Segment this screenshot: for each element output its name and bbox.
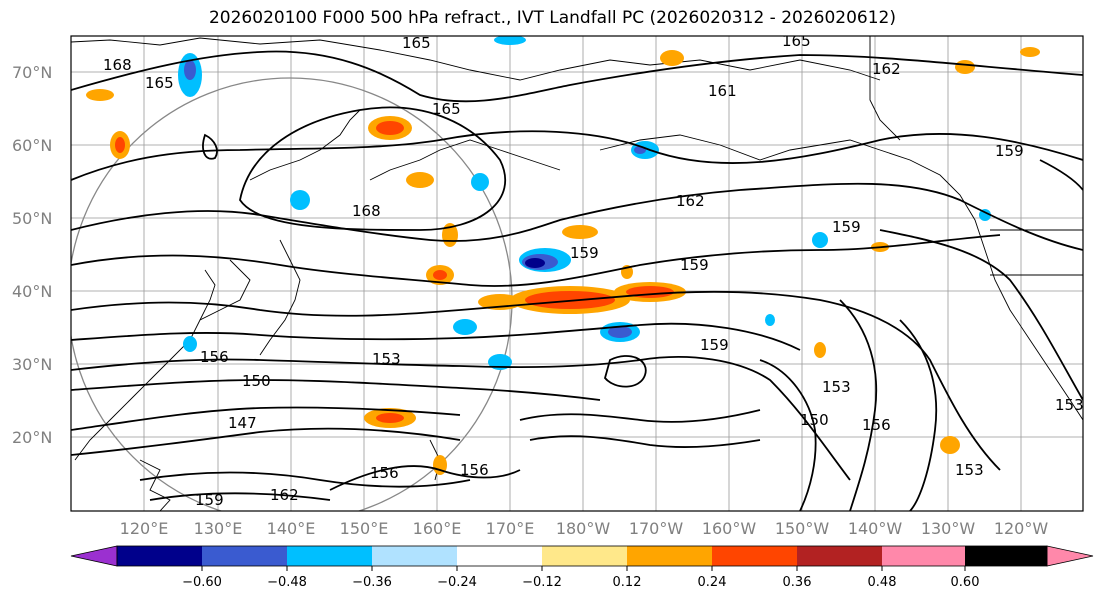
contour-labels: 168 165 165 165 162 161 159 168 165 162 …	[103, 32, 1084, 509]
colorbar-segment	[965, 546, 1047, 566]
colorbar-ticks: −0.60 −0.48 −0.36 −0.24 −0.12 0.12 0.24 …	[182, 566, 979, 590]
colorbar-tick-label: −0.24	[437, 575, 477, 590]
colorbar-segment	[797, 546, 882, 566]
lat-label: 40°N	[12, 282, 52, 301]
contour-label: 161	[708, 82, 737, 100]
lat-label: 30°N	[12, 355, 52, 374]
contour-label: 150	[800, 411, 829, 429]
lat-label: 50°N	[12, 209, 52, 228]
map-frame	[70, 35, 1084, 512]
contour-label: 159	[680, 256, 709, 274]
colorbar-segment	[882, 546, 965, 566]
colorbar-tick-label: 0.48	[868, 575, 897, 590]
lon-label: 170°W	[629, 519, 684, 538]
contour-label: 165	[402, 34, 431, 52]
lat-label: 70°N	[12, 63, 52, 82]
colorbar-outline	[116, 545, 1048, 567]
colorbar-tick-label: 0.12	[613, 575, 642, 590]
longitude-labels: 120°E 130°E 140°E 150°E 160°E 170°E 180°…	[120, 519, 1049, 538]
latitude-labels: 70°N 60°N 50°N 40°N 30°N 20°N	[12, 63, 52, 447]
lon-label: 140°E	[267, 519, 316, 538]
colorbar-segment	[542, 546, 627, 566]
lon-label: 170°E	[486, 519, 535, 538]
contour-label: 168	[352, 202, 381, 220]
contour-label: 159	[195, 491, 224, 509]
colorbar-tick-label: 0.36	[783, 575, 812, 590]
contour-label: 153	[372, 350, 401, 368]
contour-label: 156	[862, 416, 891, 434]
colorbar-segment	[202, 546, 287, 566]
contour-label: 150	[242, 372, 271, 390]
colorbar-tick-label: −0.36	[352, 575, 392, 590]
colorbar: −0.60 −0.48 −0.36 −0.24 −0.12 0.12 0.24 …	[70, 545, 1094, 590]
colorbar-segment	[627, 546, 712, 566]
contour-label: 159	[570, 244, 599, 262]
colorbar-segment	[712, 546, 797, 566]
contour-label: 156	[370, 464, 399, 482]
contour-label: 147	[228, 414, 257, 432]
lon-label: 140°W	[848, 519, 903, 538]
contour-label: 162	[676, 192, 705, 210]
contour-label: 162	[270, 486, 299, 504]
colorbar-segment	[287, 546, 372, 566]
lon-label: 130°E	[194, 519, 243, 538]
contour-label: 159	[700, 336, 729, 354]
contour-label: 153	[822, 378, 851, 396]
colorbar-tick-label: −0.12	[522, 575, 562, 590]
lat-label: 20°N	[12, 428, 52, 447]
colorbar-left-arrow	[70, 545, 118, 567]
shading-negative	[178, 36, 991, 370]
lon-label: 160°E	[413, 519, 462, 538]
map-title: 2026020100 F000 500 hPa refract., IVT La…	[208, 8, 896, 28]
contour-label: 165	[432, 100, 461, 118]
lon-label: 150°W	[775, 519, 830, 538]
colorbar-tick-label: −0.60	[182, 575, 222, 590]
lon-label: 130°W	[921, 519, 976, 538]
lon-label: 180°W	[556, 519, 611, 538]
contour-label: 159	[832, 218, 861, 236]
colorbar-tick-label: 0.60	[951, 575, 980, 590]
lon-label: 160°W	[702, 519, 757, 538]
colorbar-right-arrow	[1046, 545, 1094, 567]
contour-label: 165	[145, 74, 174, 92]
contour-label: 153	[955, 461, 984, 479]
colorbar-tick-label: −0.48	[267, 575, 307, 590]
contour-lines	[71, 50, 1083, 511]
lon-label: 120°W	[994, 519, 1049, 538]
lon-label: 150°E	[340, 519, 389, 538]
lon-label: 120°E	[120, 519, 169, 538]
colorbar-segment	[372, 546, 457, 566]
contour-label: 165	[782, 32, 811, 50]
map-background	[71, 36, 1083, 511]
contour-label: 162	[872, 60, 901, 78]
colorbar-segment	[117, 546, 202, 566]
contour-label: 159	[995, 142, 1024, 160]
contour-label: 156	[460, 461, 489, 479]
contour-label: 156	[200, 348, 229, 366]
lat-label: 60°N	[12, 136, 52, 155]
colorbar-segment	[457, 546, 542, 566]
colorbar-tick-label: 0.24	[698, 575, 727, 590]
contour-label: 168	[103, 56, 132, 74]
contour-label: 153	[1055, 396, 1084, 414]
